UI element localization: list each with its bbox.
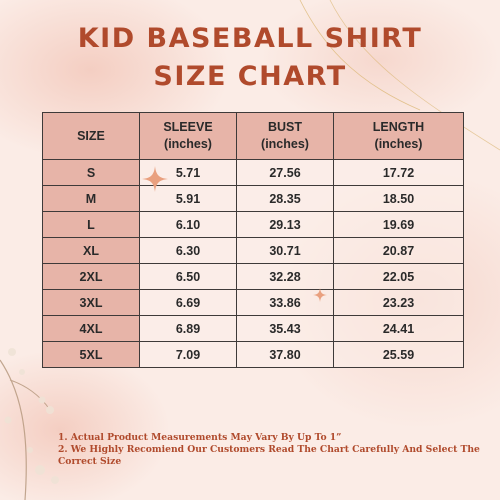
size-cell: 4XL — [42, 315, 140, 342]
sleeve-cell: 6.10 — [139, 211, 237, 238]
length-cell: 24.41 — [333, 315, 464, 342]
size-cell: S — [42, 159, 140, 186]
header-bust-unit: (inches) — [261, 137, 309, 151]
size-notes: 1. Actual Product Measurements May Vary … — [58, 432, 500, 468]
header-bust-label: BUST — [267, 120, 303, 134]
table-row: 4XL 6.89 35.43 24.41 — [42, 315, 464, 342]
size-cell: M — [42, 185, 140, 212]
table-row: L 6.10 29.13 19.69 — [42, 211, 464, 238]
bust-cell: 27.56 — [236, 159, 334, 186]
length-cell: 20.87 — [333, 237, 464, 264]
size-cell: L — [42, 211, 140, 238]
table-row: 5XL 7.09 37.80 25.59 — [42, 341, 464, 368]
header-size: SIZE — [42, 112, 140, 160]
header-length-unit: (inches) — [374, 137, 423, 151]
table-row: S 5.71 27.56 17.72 — [42, 159, 464, 186]
length-cell: 19.69 — [333, 211, 464, 238]
page-subtitle: SIZE CHART — [153, 61, 347, 92]
sleeve-cell: 6.89 — [139, 315, 237, 342]
bust-cell: 32.28 — [236, 263, 334, 290]
header-sleeve: SLEEVE (inches) — [139, 112, 237, 160]
size-cell: 2XL — [42, 263, 140, 290]
bust-cell: 28.35 — [236, 185, 334, 212]
bust-cell: 37.80 — [236, 341, 334, 368]
length-cell: 25.59 — [333, 341, 464, 368]
size-cell: 5XL — [42, 341, 140, 368]
table-header-row: SIZE SLEEVE (inches) BUST (inches) LENGTH (… — [42, 112, 464, 160]
length-cell: 18.50 — [333, 185, 464, 212]
table-row: 2XL 6.50 32.28 22.05 — [42, 263, 464, 290]
bust-cell: 33.86 — [236, 289, 334, 316]
size-cell: 3XL — [42, 289, 140, 316]
size-cell: XL — [42, 237, 140, 264]
sleeve-cell: 6.69 — [139, 289, 237, 316]
table-row: XL 6.30 30.71 20.87 — [42, 237, 464, 264]
table-row: 3XL 6.69 33.86 23.23 — [42, 289, 464, 316]
header-length: LENGTH (inches) — [333, 112, 464, 160]
bust-cell: 35.43 — [236, 315, 334, 342]
header-sleeve-unit: (inches) — [164, 137, 212, 151]
table-row: M 5.91 28.35 18.50 — [42, 185, 464, 212]
bust-cell: 29.13 — [236, 211, 334, 238]
sleeve-cell: 6.50 — [139, 263, 237, 290]
header-sleeve-label: SLEEVE — [163, 120, 213, 134]
page-title: KID BASEBALL SHIRT — [77, 23, 423, 54]
sparkle-icon — [142, 166, 168, 192]
note-1: 1. Actual Product Measurements May Vary … — [58, 432, 342, 443]
sleeve-cell: 7.09 — [139, 341, 237, 368]
note-2: 2. We Highly Recomiend Our Customers Rea… — [58, 444, 480, 455]
size-chart-table: SIZE SLEEVE (inches) BUST (inches) LENGTH (… — [42, 112, 464, 368]
length-cell: 22.05 — [333, 263, 464, 290]
header-bust: BUST (inches) — [236, 112, 334, 160]
header-size-label: SIZE — [77, 128, 105, 143]
sleeve-cell: 6.30 — [139, 237, 237, 264]
header-length-label: LENGTH — [372, 120, 425, 134]
floral-branch-icon — [0, 348, 59, 500]
note-2-continued: Correct Size — [58, 456, 122, 467]
length-cell: 17.72 — [333, 159, 464, 186]
sparkle-icon — [313, 288, 327, 302]
bust-cell: 30.71 — [236, 237, 334, 264]
length-cell: 23.23 — [333, 289, 464, 316]
